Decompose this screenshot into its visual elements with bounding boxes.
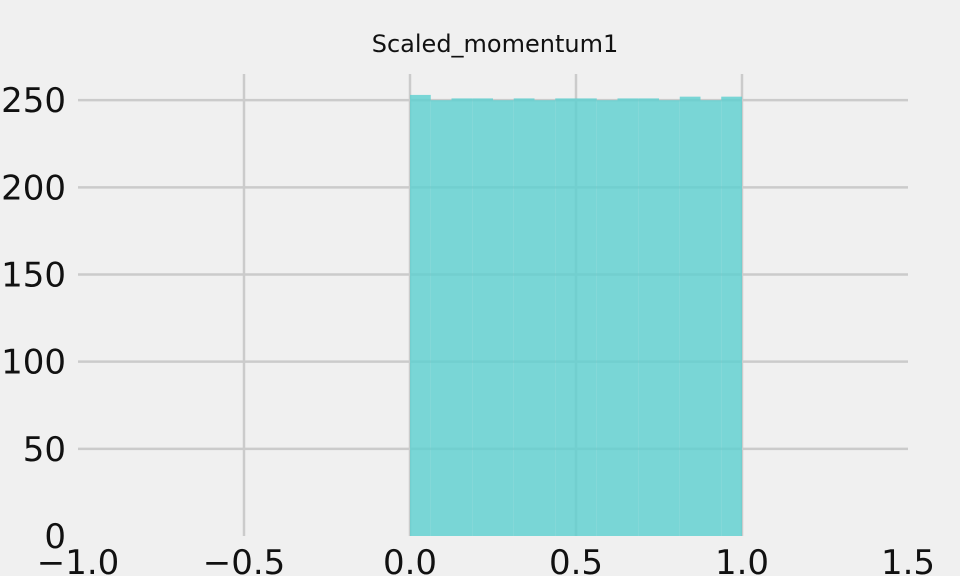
histogram-bar — [721, 96, 742, 536]
histogram-bar — [659, 100, 680, 536]
y-tick-label: 200 — [1, 168, 66, 208]
chart-title: Scaled_momentum1 — [371, 30, 619, 58]
histogram-bar — [451, 98, 473, 537]
histogram-bar — [410, 94, 431, 537]
y-tick-label: 250 — [1, 81, 66, 121]
histogram-bar — [576, 98, 597, 537]
histogram-bar — [430, 100, 452, 536]
y-tick-label: 150 — [1, 255, 66, 295]
x-tick-label: 0.5 — [549, 543, 603, 576]
x-tick-label: 0.0 — [383, 543, 437, 576]
bar-layer — [410, 94, 742, 537]
histogram-bar — [617, 98, 639, 537]
histogram-bar — [638, 98, 659, 537]
histogram-bar — [472, 98, 493, 537]
x-tick-label: −0.5 — [203, 543, 286, 576]
histogram-bar — [534, 100, 556, 536]
x-tick-label: 1.0 — [715, 543, 769, 576]
x-tick-label: 1.5 — [881, 543, 935, 576]
histogram-bar — [700, 100, 722, 536]
y-tick-label: 100 — [1, 343, 66, 383]
histogram-bar — [555, 98, 576, 537]
histogram-bar — [493, 100, 514, 536]
tick-layer: 0 50 100 150 200 250 −1.0 −0.5 0.0 0.5 1.0 1.5 — [1, 81, 935, 576]
x-tick-label: −1.0 — [37, 543, 120, 576]
histogram-bar — [513, 98, 535, 537]
y-tick-label: 50 — [23, 430, 66, 470]
histogram-bar — [679, 96, 701, 536]
y-tick-label: 0 — [44, 517, 66, 557]
histogram-bar — [596, 100, 618, 536]
